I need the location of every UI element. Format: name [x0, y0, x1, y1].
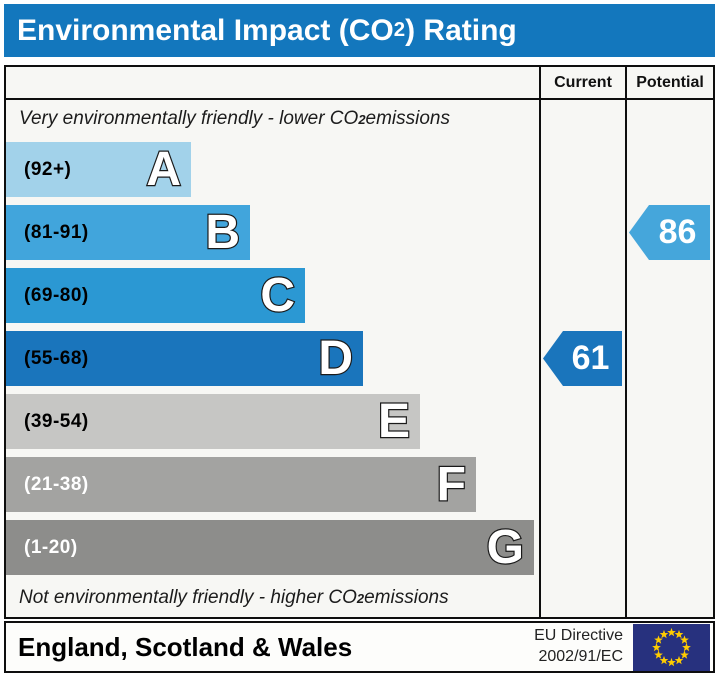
eu-flag-icon [633, 623, 710, 671]
band-bar-c: (69-80) C [6, 268, 305, 323]
bottom-note-suffix: emissions [364, 587, 449, 608]
band-bar-e: (39-54) E [6, 394, 420, 449]
title-text-suffix: ) Rating [405, 13, 517, 47]
band-letter: A [145, 142, 182, 196]
band-bar-a: (92+) A [6, 142, 191, 197]
band-range-label: (69-80) [24, 284, 89, 306]
band-chart-column: Very environmentally friendly - lower CO… [6, 100, 539, 617]
band-row-b: (81-91) B [6, 201, 539, 264]
potential-value: 86 [658, 213, 697, 251]
top-note-text: Very environmentally friendly - lower CO [19, 108, 359, 129]
band-row-c: (69-80) C [6, 264, 539, 327]
band-range-label: (21-38) [24, 473, 89, 495]
band-bar-d: (55-68) D [6, 331, 363, 386]
chart-header-spacer [6, 67, 539, 100]
band-range-label: (81-91) [24, 221, 89, 243]
band-row-a: (92+) A [6, 138, 539, 201]
top-note: Very environmentally friendly - lower CO… [6, 100, 539, 138]
eu-flag-stars [652, 627, 691, 666]
current-column-header: Current [539, 67, 625, 100]
band-letter: C [259, 268, 296, 322]
page-title: Environmental Impact (CO 2) Rating [4, 4, 715, 57]
region-label: England, Scotland & Wales [18, 631, 353, 662]
footer-bar: England, Scotland & Wales EU Directive 2… [4, 621, 715, 673]
band-letter: E [377, 394, 411, 448]
current-value: 61 [571, 339, 610, 377]
bottom-note-subscript: 2 [356, 590, 365, 606]
band-bar-b: (81-91) B [6, 205, 250, 260]
band-row-d: (55-68) D [6, 327, 539, 390]
potential-column: 86 [625, 100, 713, 617]
rating-table: Current Potential Very environmentally f… [4, 65, 715, 619]
band-letter: G [485, 520, 525, 574]
band-bar-g: (1-20) G [6, 520, 534, 575]
band-bar-f: (21-38) F [6, 457, 476, 512]
band-letter: D [317, 331, 354, 385]
band-range-label: (92+) [24, 158, 72, 180]
title-subscript: 2 [393, 19, 406, 41]
eu-directive-label: EU Directive 2002/91/EC [534, 626, 623, 668]
potential-arrow: 86 [629, 205, 710, 260]
band-row-f: (21-38) F [6, 453, 539, 516]
current-arrow: 61 [543, 331, 622, 386]
band-letter: F [435, 457, 467, 511]
top-note-suffix: emissions [365, 108, 450, 129]
band-row-e: (39-54) E [6, 390, 539, 453]
band-range-label: (55-68) [24, 347, 89, 369]
band-letter: B [204, 205, 241, 259]
eu-directive-line1: EU Directive [534, 627, 623, 645]
current-column: 61 [539, 100, 625, 617]
title-text-prefix: Environmental Impact (CO [17, 13, 394, 47]
band-range-label: (39-54) [24, 410, 89, 432]
potential-column-header: Potential [625, 67, 713, 100]
bottom-note: Not environmentally friendly - higher CO… [6, 579, 539, 617]
bottom-note-text: Not environmentally friendly - higher CO [19, 587, 357, 608]
band-range-label: (1-20) [24, 536, 78, 558]
band-row-g: (1-20) G [6, 516, 539, 579]
eu-directive-line2: 2002/91/EC [538, 648, 623, 665]
top-note-subscript: 2 [358, 111, 366, 127]
